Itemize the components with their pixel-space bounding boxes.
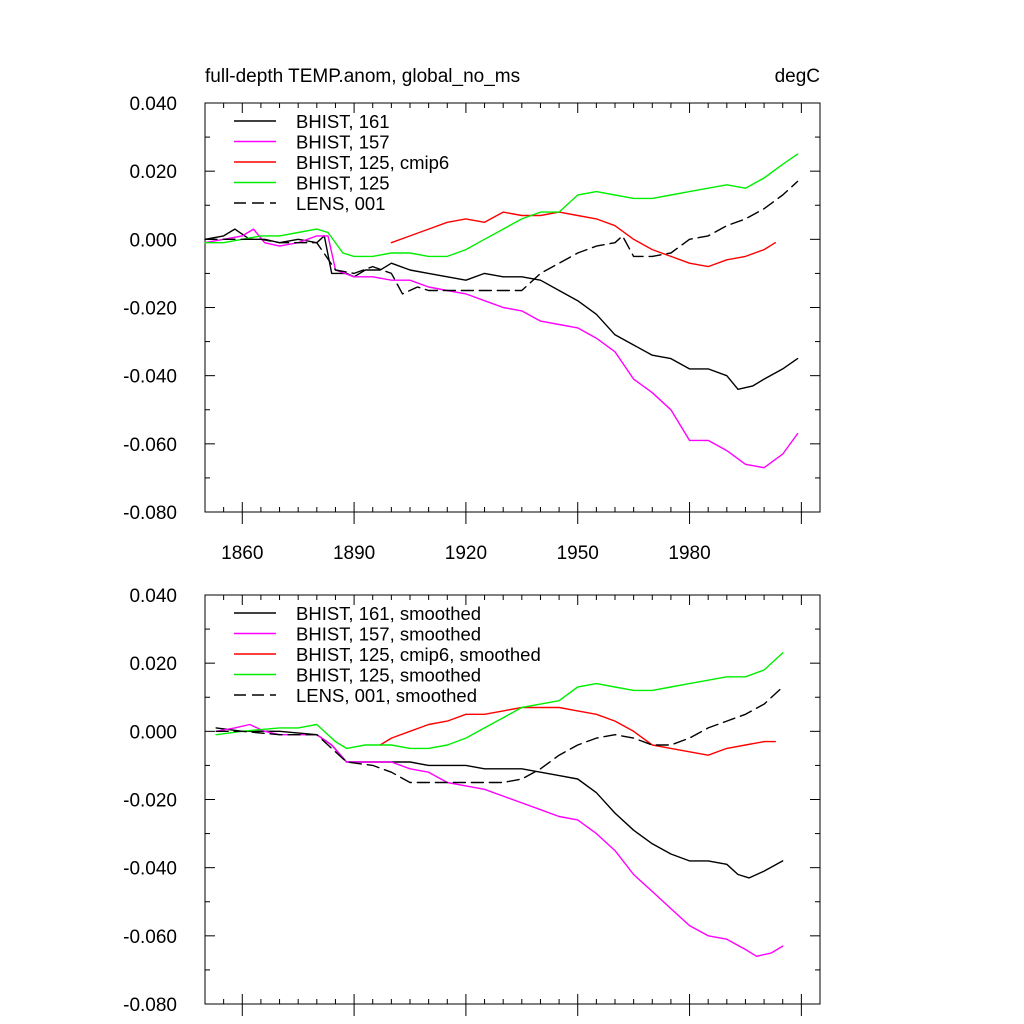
- series-line: [215, 686, 784, 784]
- legend-label: BHIST, 125, cmip6: [296, 152, 449, 173]
- x-tick-label: 1950: [557, 543, 599, 564]
- figure-units: degC: [775, 66, 820, 87]
- legend-label: BHIST, 125, smoothed: [296, 665, 481, 686]
- legend-label: BHIST, 161: [296, 111, 390, 132]
- series-line: [204, 180, 799, 295]
- x-tick-label: 1890: [333, 543, 375, 564]
- legend-label: BHIST, 125: [296, 173, 390, 194]
- legend-label: BHIST, 157, smoothed: [296, 624, 481, 645]
- legend-label: BHIST, 161, smoothed: [296, 603, 481, 624]
- x-tick-label: 1980: [668, 543, 710, 564]
- y-tick-label: 0.040: [129, 94, 177, 115]
- series-line: [215, 723, 784, 957]
- legend-label: LENS, 001, smoothed: [296, 685, 477, 706]
- series-line: [204, 228, 799, 469]
- chart-top: 0.040 0.020 0.000 -0.020 -0.040 -0.060 -0.080 1…: [123, 94, 821, 564]
- legend-label: BHIST, 125, cmip6, smoothed: [296, 644, 541, 665]
- x-tick-label: 1860: [221, 543, 263, 564]
- legend-label: LENS, 001: [296, 193, 385, 214]
- chart-bottom: 0.040 0.020 0.000 -0.020 -0.040 -0.060 -0.080 B…: [123, 586, 821, 1016]
- y-tick-label: 0.000: [129, 230, 177, 251]
- y-tick-label: -0.060: [123, 927, 177, 948]
- y-tick-label: -0.040: [123, 859, 177, 880]
- y-tick-label: 0.000: [129, 722, 177, 743]
- series-line: [204, 228, 799, 390]
- series-line: [390, 211, 776, 268]
- y-tick-label: -0.020: [123, 299, 177, 320]
- y-tick-label: -0.040: [123, 367, 177, 388]
- y-tick-label: 0.020: [129, 654, 177, 675]
- series-line: [379, 706, 776, 756]
- y-tick-label: 0.020: [129, 162, 177, 183]
- y-tick-label: -0.080: [123, 995, 177, 1016]
- series-line: [215, 652, 784, 750]
- y-tick-label: -0.080: [123, 503, 177, 524]
- series-line: [215, 727, 784, 879]
- legend-label: BHIST, 157: [296, 132, 390, 153]
- y-tick-label: -0.060: [123, 435, 177, 456]
- y-tick-label: -0.020: [123, 791, 177, 812]
- y-tick-label: 0.040: [129, 586, 177, 607]
- series-line: [204, 153, 799, 258]
- x-tick-label: 1920: [445, 543, 487, 564]
- figure-title: full-depth TEMP.anom, global_no_ms: [205, 66, 520, 87]
